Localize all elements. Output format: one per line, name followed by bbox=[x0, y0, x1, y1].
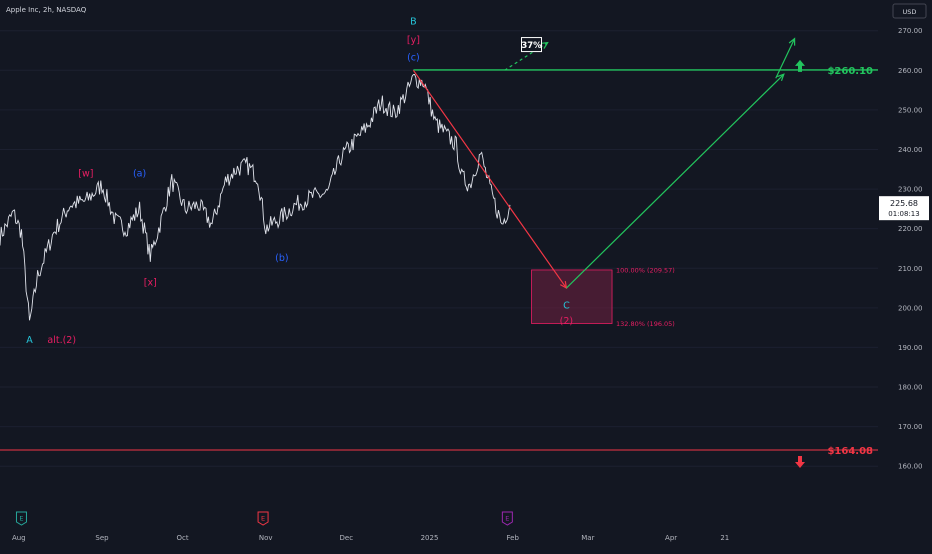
up-arrow-icon bbox=[795, 59, 805, 72]
time-axis[interactable]: Aug Sep Oct Nov Dec 2025 Feb Mar Apr 21 bbox=[12, 534, 729, 542]
earnings-event-icon-0[interactable] bbox=[15, 511, 27, 526]
projection-green-up bbox=[565, 73, 785, 289]
wave-label-5: [x] bbox=[144, 278, 157, 289]
wave-label-6: (b) bbox=[275, 253, 288, 264]
wave-label-1: [y] bbox=[407, 35, 420, 46]
price-axis[interactable]: 160.00 170.00 180.00 190.00 200.00 210.00 220.… bbox=[878, 0, 932, 550]
y-tick-label-5: 210.00 bbox=[898, 265, 923, 273]
projection-green-up-ext bbox=[775, 38, 796, 79]
down-arrow-icon bbox=[795, 456, 805, 469]
x-tick-label-1: Sep bbox=[95, 534, 109, 542]
wave-label-7: A bbox=[26, 335, 33, 346]
earnings-event-glyph-1: E bbox=[261, 515, 265, 523]
y-tick-label-7: 230.00 bbox=[898, 186, 923, 194]
y-tick-label-10: 260.00 bbox=[898, 67, 923, 75]
currency-button[interactable] bbox=[892, 3, 927, 19]
y-tick-label-0: 160.00 bbox=[898, 463, 923, 471]
wave-label-9: C bbox=[563, 301, 570, 312]
wave-label-0: B bbox=[410, 16, 417, 27]
currency-label: USD bbox=[903, 8, 917, 16]
symbol-title: Apple Inc, 2h, NASDAQ bbox=[6, 6, 87, 14]
stop-level-label: $164.08 bbox=[827, 446, 873, 457]
x-tick-label-9: 21 bbox=[720, 534, 729, 542]
current-price-timer: 01:08:13 bbox=[888, 210, 919, 218]
projection-red-down bbox=[412, 69, 567, 289]
earnings-event-glyph-0: E bbox=[19, 515, 23, 523]
x-tick-label-2: Oct bbox=[176, 534, 188, 542]
current-price-tag bbox=[879, 196, 929, 221]
earnings-event-glyph-2: E bbox=[505, 515, 509, 523]
probability-label: 37% bbox=[521, 41, 542, 51]
retracement-zone bbox=[531, 269, 613, 324]
y-tick-label-9: 250.00 bbox=[898, 106, 923, 114]
y-tick-label-4: 200.00 bbox=[898, 304, 923, 312]
y-tick-label-1: 170.00 bbox=[898, 423, 923, 431]
wave-label-2: (c) bbox=[407, 53, 420, 64]
x-tick-label-6: Feb bbox=[507, 534, 520, 542]
grid bbox=[0, 30, 878, 467]
y-tick-label-6: 220.00 bbox=[898, 225, 923, 233]
x-tick-label-0: Aug bbox=[12, 534, 26, 542]
y-tick-label-11: 270.00 bbox=[898, 27, 923, 35]
x-tick-label-4: Dec bbox=[340, 534, 354, 542]
wave-label-4: (a) bbox=[133, 169, 146, 180]
wave-label-10: (2) bbox=[560, 316, 573, 327]
current-price-value: 225.68 bbox=[890, 199, 918, 208]
price-axis-bg bbox=[878, 0, 932, 550]
wave-label-3: [w] bbox=[78, 169, 93, 180]
wave-annotations: B [y] (c) [w] (a) [x] (b) A alt.(2) C (2) bbox=[26, 16, 573, 346]
price-levels: $260.10 $164.08 bbox=[0, 59, 878, 469]
wave-label-8: alt.(2) bbox=[47, 335, 76, 346]
y-tick-label-8: 240.00 bbox=[898, 146, 923, 154]
zone-bottom-label: 132.80% (196.05) bbox=[616, 320, 675, 328]
target-level-label: $260.10 bbox=[827, 66, 873, 77]
arrowhead-green-up bbox=[777, 73, 785, 82]
arrowhead-green-up-ext bbox=[788, 37, 796, 46]
earnings-event-icon-2[interactable] bbox=[501, 511, 513, 526]
probability-box bbox=[521, 37, 543, 53]
zone-top-label: 100.00% (209.57) bbox=[616, 266, 675, 274]
y-tick-label-2: 180.00 bbox=[898, 384, 923, 392]
x-tick-label-8: Apr bbox=[665, 534, 677, 542]
x-tick-label-7: Mar bbox=[581, 534, 594, 542]
target-zone: 100.00% (209.57) 132.80% (196.05) bbox=[531, 266, 675, 328]
y-tick-label-3: 190.00 bbox=[898, 344, 923, 352]
earnings-event-icon-1[interactable] bbox=[257, 511, 269, 526]
wave-projections: 37% bbox=[412, 37, 796, 290]
arrowhead-green-dashed bbox=[540, 41, 549, 49]
x-tick-label-3: Nov bbox=[259, 534, 273, 542]
x-tick-label-5: 2025 bbox=[421, 534, 439, 542]
